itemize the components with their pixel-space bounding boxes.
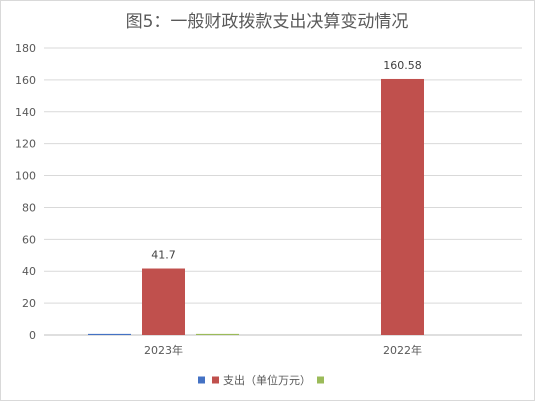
legend-label: 支出（单位万元） [223, 373, 311, 387]
chart-title: 图5：一般财政拨款支出决算变动情况 [126, 12, 409, 32]
legend: 支出（单位万元） [198, 373, 324, 387]
y-tick-label: 180 [15, 42, 36, 55]
legend-swatch [317, 376, 324, 384]
y-tick-label: 80 [22, 201, 36, 214]
y-tick-label: 20 [22, 297, 36, 310]
legend-swatch [212, 376, 219, 384]
bar [196, 333, 239, 335]
y-tick-label: 100 [15, 170, 36, 183]
bars [88, 78, 424, 335]
x-tick-label: 2023年 [144, 343, 183, 357]
gridlines [44, 47, 522, 336]
y-tick-label: 0 [29, 329, 36, 342]
y-tick-label: 40 [22, 265, 36, 278]
y-tick-label: 140 [15, 106, 36, 119]
y-tick-label: 160 [15, 74, 36, 87]
bar [88, 333, 131, 335]
data-label: 160.58 [383, 59, 422, 72]
y-tick-label: 120 [15, 138, 36, 151]
x-tick-label: 2022年 [383, 343, 422, 357]
bar [381, 78, 424, 335]
data-labels: 41.7 160.58 [151, 59, 422, 262]
bar [142, 268, 185, 335]
y-axis-ticks: 0 20 40 60 80 100 120 140 160 180 [15, 42, 36, 342]
data-label: 41.7 [151, 249, 176, 262]
legend-swatch [198, 376, 205, 384]
y-tick-label: 60 [22, 233, 36, 246]
x-axis-ticks: 2023年 2022年 [144, 343, 422, 357]
